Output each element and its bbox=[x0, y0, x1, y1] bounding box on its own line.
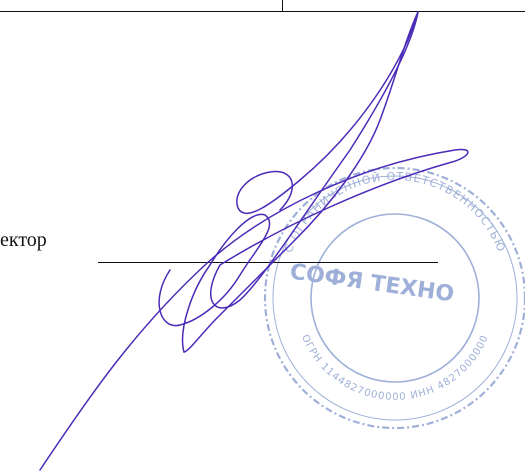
table-column-divider bbox=[282, 0, 283, 12]
signature-line bbox=[98, 262, 438, 263]
signatory-role-label: ектор bbox=[0, 229, 47, 251]
seal-outer-ring bbox=[263, 166, 525, 430]
table-bottom-border bbox=[0, 11, 525, 12]
seal-inner-ring bbox=[310, 213, 480, 383]
seal-bottom-arc-text: ОГРН 1144827000000 ИНН 4827000000 bbox=[299, 333, 491, 403]
seal-middle-ring bbox=[272, 175, 518, 421]
table-fragment bbox=[0, 0, 525, 14]
seal-center-text: СОФЯ ТЕХНО bbox=[288, 260, 455, 308]
seal-top-arc-text: С ОГРАНИЧЕННОЙ ОТВЕТСТВЕННОСТЬЮ bbox=[282, 170, 508, 255]
